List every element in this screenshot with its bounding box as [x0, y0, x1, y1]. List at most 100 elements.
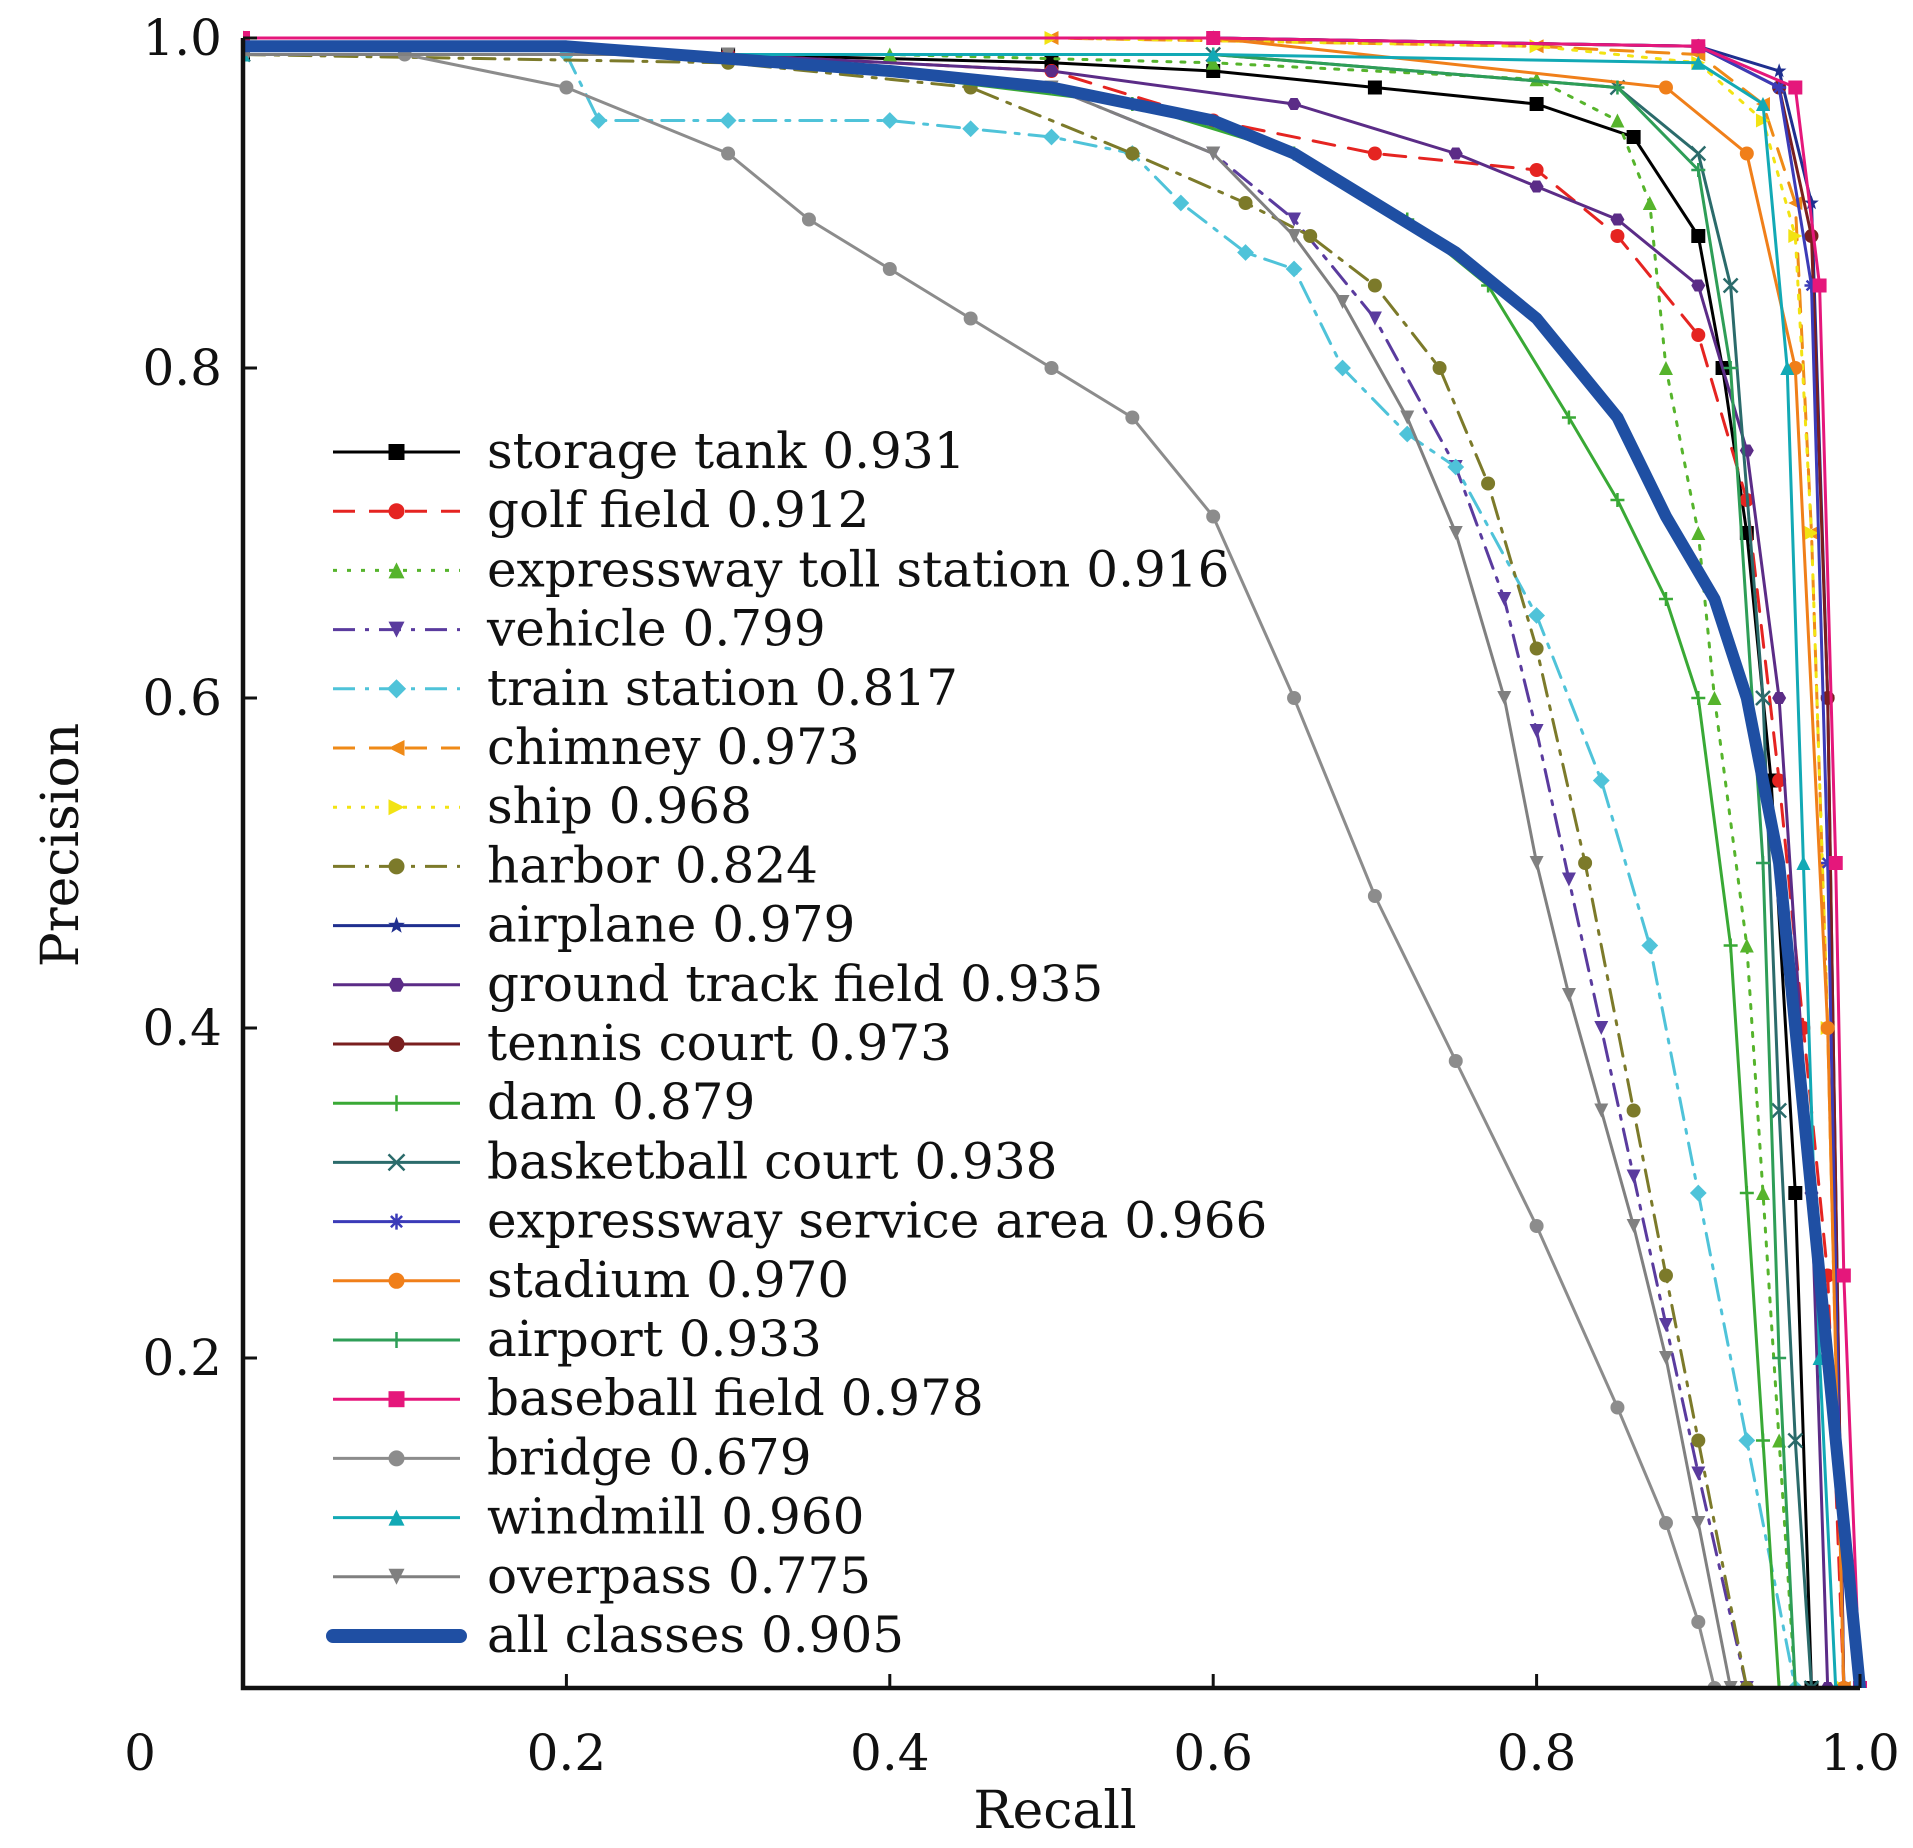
data-point [1610, 1400, 1625, 1415]
axis-frame [240, 38, 1860, 1691]
y-tick-label: 0.6 [142, 669, 222, 727]
data-point [1303, 229, 1318, 243]
y-axis-title: Precision [31, 723, 91, 968]
data-point [963, 311, 978, 326]
legend-item: basketball court 0.938 [333, 1132, 1057, 1190]
series-5 [243, 31, 1851, 1688]
data-point [1691, 163, 1706, 177]
x-tick-label: 0.6 [1173, 1724, 1253, 1782]
data-point [1691, 279, 1706, 292]
data-point [1658, 1351, 1673, 1365]
series-12 [243, 46, 1820, 1688]
data-point [1285, 260, 1303, 278]
series-line [243, 36, 1846, 1688]
data-point [1820, 1021, 1835, 1035]
legend-swatch-marker [388, 1272, 405, 1289]
series-0 [243, 47, 1819, 1688]
data-point [1738, 1432, 1756, 1449]
legend-swatch-marker [388, 1213, 405, 1230]
series-line [243, 36, 1846, 1688]
data-point [1788, 1681, 1803, 1688]
data-point [1739, 938, 1754, 953]
data-point [1780, 361, 1795, 375]
data-point [882, 262, 897, 276]
data-point [1722, 277, 1739, 294]
plot-layer [243, 30, 1867, 1688]
series-6 [243, 31, 1851, 1688]
data-point [1771, 1102, 1788, 1119]
data-point [1723, 361, 1738, 375]
legend-item: storage tank 0.931 [333, 422, 966, 480]
data-point [881, 112, 899, 129]
data-point [1828, 856, 1843, 870]
data-point [1125, 410, 1140, 425]
legend-swatch-marker [388, 977, 405, 992]
data-point [1771, 63, 1787, 78]
legend-item: golf field 0.912 [333, 481, 869, 539]
series-line [243, 53, 1830, 1688]
data-point [1739, 146, 1754, 161]
x-tick-label: 0.4 [850, 1724, 930, 1782]
data-point [1594, 1021, 1609, 1035]
data-point [1610, 493, 1625, 507]
legend-label: golf field 0.912 [487, 481, 869, 539]
legend-label: tennis court 0.973 [487, 1014, 952, 1072]
legend-swatch-marker [388, 444, 405, 460]
data-point [1689, 1184, 1707, 1202]
series-line [243, 53, 1716, 1688]
legend-item: tennis court 0.973 [333, 1014, 952, 1072]
data-point [1755, 1186, 1770, 1200]
series-line [243, 53, 1749, 1688]
data-point [559, 80, 574, 95]
legend-swatch-marker [388, 621, 405, 638]
legend-label: baseball field 0.978 [487, 1369, 984, 1427]
legend-label: expressway service area 0.966 [487, 1192, 1267, 1250]
data-point [1658, 80, 1673, 95]
series-line [243, 53, 1846, 1688]
data-point [1432, 361, 1447, 375]
data-point [1658, 1318, 1673, 1332]
data-point [1755, 1433, 1770, 1448]
series-20 [243, 40, 1866, 1688]
series-16 [243, 31, 1867, 1688]
data-point [1691, 1466, 1706, 1481]
series-line [243, 36, 1846, 1688]
data-point [1691, 526, 1706, 540]
series-7 [243, 47, 1754, 1688]
data-point [1125, 146, 1140, 161]
data-point [1043, 128, 1060, 146]
data-point [721, 146, 736, 161]
data-point [1529, 97, 1544, 111]
legend-item: overpass 0.775 [333, 1547, 871, 1605]
legend-swatch-marker [388, 799, 405, 816]
legend-item: expressway toll station 0.916 [333, 540, 1229, 598]
data-point [1804, 195, 1819, 210]
data-point [1592, 772, 1610, 789]
x-tick-label: 0.2 [527, 1724, 607, 1782]
data-point [1172, 194, 1190, 212]
legend-label: stadium 0.970 [487, 1251, 849, 1309]
data-point [1658, 361, 1673, 375]
legend-label: storage tank 0.931 [487, 422, 966, 480]
data-point [1788, 229, 1803, 243]
data-point [590, 112, 608, 129]
legend-label: airplane 0.979 [487, 896, 855, 954]
legend-swatch-marker [388, 503, 405, 520]
data-point [1529, 163, 1544, 177]
series-line [243, 40, 1866, 1688]
data-point [1044, 64, 1059, 78]
data-point [1691, 1516, 1706, 1530]
legend-item: dam 0.879 [333, 1073, 755, 1131]
series-1 [243, 47, 1851, 1688]
data-point [1287, 97, 1302, 111]
data-point [1237, 244, 1254, 261]
data-point [1561, 410, 1576, 425]
legend-item: baseball field 0.978 [333, 1369, 984, 1427]
legend-label: train station 0.817 [487, 659, 958, 717]
legend-label: all classes 0.905 [487, 1606, 904, 1664]
data-point [1642, 196, 1657, 210]
data-point [1772, 773, 1787, 788]
data-point [1497, 592, 1512, 606]
